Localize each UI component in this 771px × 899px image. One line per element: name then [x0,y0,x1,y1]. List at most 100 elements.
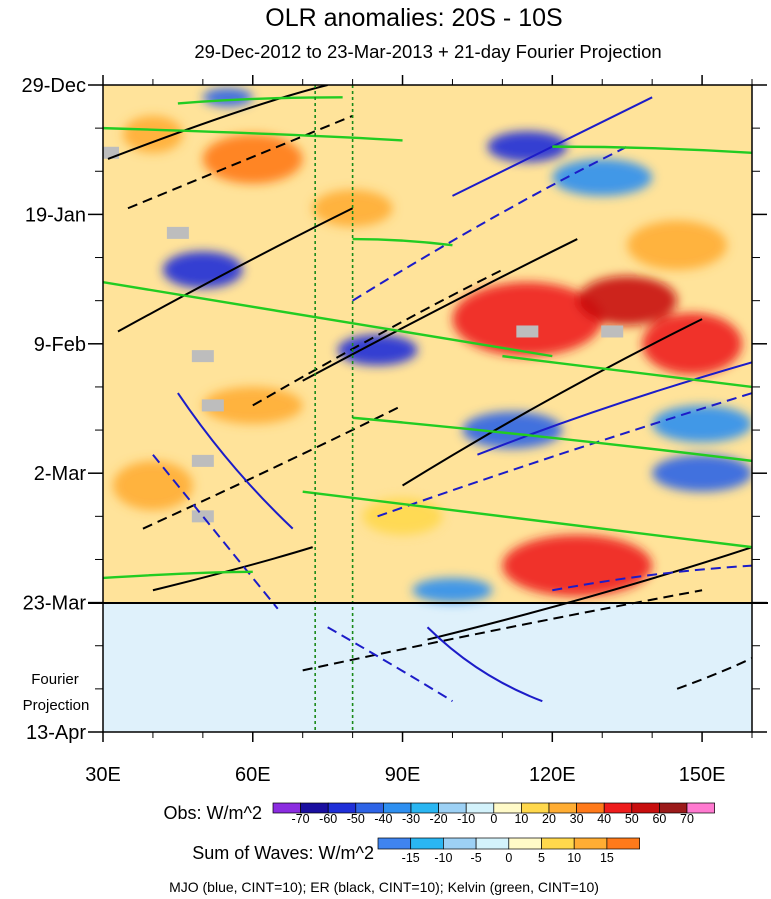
wave-contours [103,85,752,703]
wave-footnote: MJO (blue, CINT=10); ER (black, CINT=10)… [169,879,599,895]
kelvin-contour [103,570,253,580]
y-tick-label: 29-Dec [22,75,86,97]
anomaly-patch [452,282,603,357]
waves-legend-label: -10 [434,851,452,865]
er-contour [427,546,752,641]
mjo-contour [152,454,279,610]
waves-legend-label: 5 [538,851,545,865]
obs-legend-title: Obs: W/m^2 [164,803,262,823]
kelvin-contour [502,354,752,389]
obs-legend-label: -70 [292,812,310,826]
projection-label-line1: Fourier [31,671,79,688]
anomaly-patch [162,251,243,289]
projection-background [103,603,752,732]
mjo-contour [552,564,752,592]
chart-title: OLR anomalies: 20S - 10S [265,4,562,32]
x-tick-label: 90E [385,764,421,786]
obs-legend-label: -60 [319,812,337,826]
plot-area: 30E 60E 90E 120E 150E 29-Dec 19-Jan 9-Feb 2-Mar 2… [22,75,768,786]
waves-legend-label: -15 [402,851,420,865]
kelvin-contour [352,237,453,247]
obs-legend-swatch [686,802,715,814]
anomaly-patch [652,454,752,492]
kelvin-contour [552,145,752,154]
mjo-contour [426,626,543,703]
obs-legend: Obs: W/m^2 -70 -60 -50 -40 -30 -20 -10 0 10 20 30 4… [164,802,715,826]
anomaly-patch [412,577,493,603]
waves-legend-swatch [410,837,444,850]
y-tick-label: 13-Apr [26,722,86,744]
er-contour [127,114,353,210]
mjo-contour [177,392,294,530]
obs-legend-label: 40 [597,812,611,826]
obs-legend-colorbar: -70 -60 -50 -40 -30 -20 -10 0 10 20 30 40 50 60 70 [272,802,715,826]
er-contour [402,318,703,487]
y-tick-label: 2-Mar [34,463,87,485]
mjo-contour [327,626,453,703]
waves-legend-swatch [606,837,640,850]
y-tick-label: 19-Jan [25,204,86,226]
waves-legend-swatch [377,837,412,850]
obs-legend-label: -40 [374,812,392,826]
anomaly-patch [577,276,678,326]
anomaly-patch [202,134,303,184]
anomaly-patch [202,88,253,107]
kelvin-contour [352,416,752,463]
obs-legend-label: 50 [625,812,639,826]
obs-legend-label: 30 [570,812,584,826]
plot-frame [102,84,753,733]
waves-legend-swatch [508,837,542,850]
anomaly-patch [462,411,563,449]
missing-data-box [201,399,224,412]
anomaly-patch [487,131,568,163]
waves-legend-label: 10 [567,851,581,865]
anomaly-patch [337,334,418,366]
kelvin-contour [103,126,403,142]
projection-label: Fourier Projection [23,671,90,714]
mjo-contour [352,145,628,302]
anomaly-patch [122,115,183,153]
waves-legend-swatch [541,837,575,850]
missing-data-box [191,454,214,467]
x-tick-label: 60E [235,764,271,786]
mjo-contour [377,392,752,518]
waves-legend-colorbar: -15 -10 -5 0 5 10 15 [377,837,640,865]
waves-legend-label: 0 [505,851,512,865]
y-tick-label: 23-Mar [23,593,87,615]
anomaly-patch [627,220,728,270]
waves-legend: Sum of Waves: W/m^2 -15 -10 -5 0 5 10 15 [192,837,640,865]
obs-legend-label: -50 [347,812,365,826]
er-contour [117,207,354,333]
missing-data-box [191,510,214,523]
waves-legend-swatch [573,837,608,850]
projection-label-line2: Projection [23,697,90,714]
obs-legend-label: 60 [652,812,666,826]
obs-legend-label: 0 [490,812,497,826]
obs-legend-label: 20 [542,812,556,826]
obs-legend-label: -20 [430,812,448,826]
kelvin-contour [103,280,553,358]
x-tick-label: 120E [529,764,576,786]
obs-legend-label: -10 [457,812,475,826]
anomaly-patch [642,312,743,375]
er-contour [302,238,578,382]
chart-subtitle: 29-Dec-2012 to 23-Mar-2013 + 21-day Four… [194,41,661,62]
anomaly-patch [552,158,653,196]
kelvin-contour [177,96,343,105]
er-contour [107,85,328,160]
waves-legend-swatch [443,837,477,850]
waves-legend-label: 15 [600,851,614,865]
anomaly-field [112,88,752,603]
waves-legend-swatch [475,837,510,850]
x-tick-label: 150E [679,764,726,786]
missing-data-box [166,226,189,239]
y-tick-label: 9-Feb [34,334,86,356]
mjo-contour [452,96,653,197]
missing-data-box [601,325,624,338]
er-contour [152,546,313,592]
waves-legend-label: -5 [471,851,482,865]
anomaly-patch [112,460,193,511]
anomaly-patch [502,534,653,597]
obs-legend-label: 10 [514,812,528,826]
